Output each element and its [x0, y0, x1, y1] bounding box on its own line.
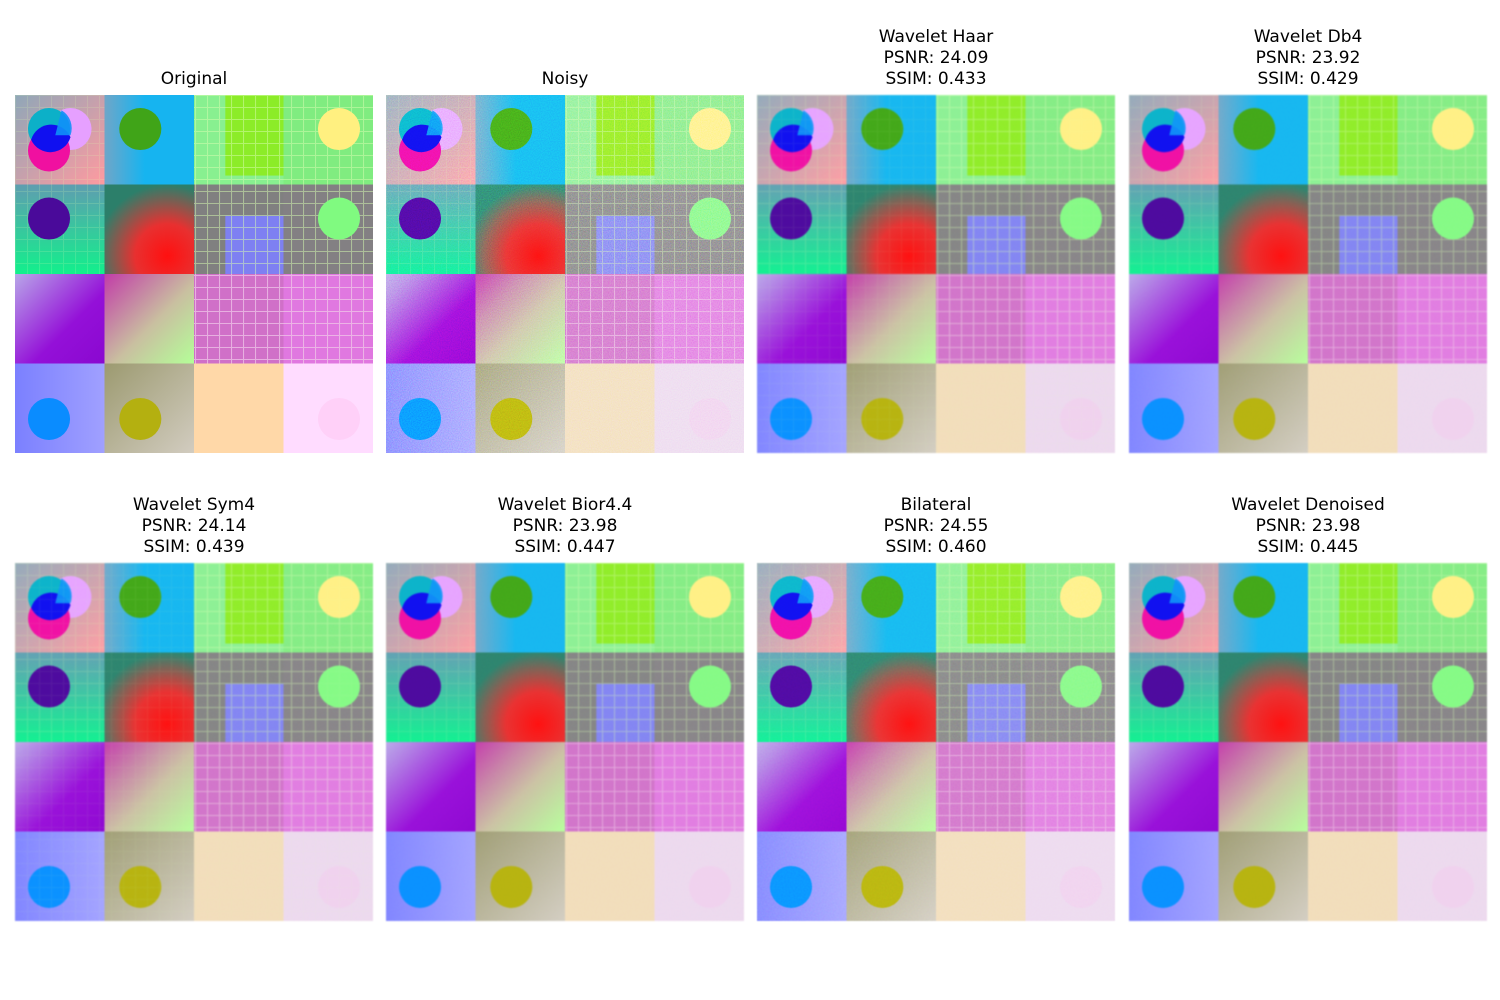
noise-layer: [1129, 95, 1487, 453]
synthetic-test-image: [386, 95, 744, 453]
panel-title-psnr: PSNR: 23.92: [1255, 48, 1361, 68]
circle-shapes: [27, 107, 361, 441]
synthetic-test-image: [1129, 563, 1487, 921]
panel-title-method: Noisy: [541, 69, 589, 89]
panel-title: Wavelet Denoised PSNR: 23.98 SSIM: 0.445: [1129, 495, 1487, 558]
panel-title-ssim: SSIM: 0.429: [1257, 69, 1359, 89]
panel-title: Bilateral PSNR: 24.55 SSIM: 0.460: [757, 495, 1115, 558]
panel-title-psnr: PSNR: 23.98: [512, 516, 618, 536]
circle-pale-pink: [317, 397, 361, 441]
panel-bilateral: Bilateral PSNR: 24.55 SSIM: 0.460: [757, 0, 1115, 1000]
noise-layer: [386, 95, 744, 453]
panel-title: Wavelet Haar PSNR: 24.09 SSIM: 0.433: [757, 27, 1115, 90]
synthetic-test-image: [757, 95, 1115, 453]
grid-overlay-mid-right: [194, 274, 373, 364]
panel-title-psnr: PSNR: 24.14: [141, 516, 247, 536]
circle-yellow: [317, 107, 361, 151]
noise-layer: [386, 563, 744, 921]
noise-layer: [1129, 563, 1487, 921]
panel-title: Wavelet Db4 PSNR: 23.92 SSIM: 0.429: [1129, 27, 1487, 90]
panel-image: [757, 563, 1115, 921]
panel-image: [1129, 95, 1487, 453]
synthetic-test-image: [1129, 95, 1487, 453]
panel-title-method: Wavelet Bior4.4: [497, 495, 633, 515]
tile-r2c0: [15, 274, 105, 364]
circle-green-olive: [119, 107, 162, 151]
panel-title-psnr: PSNR: 23.98: [1255, 516, 1361, 536]
panel-bior: Wavelet Bior4.4 PSNR: 23.98 SSIM: 0.447: [386, 0, 744, 1000]
block-artifact-layer: [15, 563, 373, 921]
circle-overlap-cyan: [55, 110, 72, 136]
panel-title: Wavelet Sym4 PSNR: 24.14 SSIM: 0.439: [15, 495, 373, 558]
panel-title-ssim: SSIM: 0.447: [514, 537, 616, 557]
synthetic-test-image: [15, 95, 373, 453]
panel-db4: Wavelet Db4 PSNR: 23.92 SSIM: 0.429: [1129, 0, 1487, 1000]
panel-title-ssim: SSIM: 0.460: [885, 537, 987, 557]
panel-image: [15, 563, 373, 921]
panel-image: [386, 563, 744, 921]
panel-title: Noisy: [386, 69, 744, 90]
panel-image: [386, 95, 744, 453]
circle-olive-yellow: [119, 397, 162, 441]
panel-title-ssim: SSIM: 0.445: [1257, 537, 1359, 557]
panel-title-method: Original: [160, 69, 228, 89]
tile-r1c1: [104, 184, 194, 274]
panel-denoised: Wavelet Denoised PSNR: 23.98 SSIM: 0.445: [1129, 0, 1487, 1000]
panel-title-psnr: PSNR: 24.09: [883, 48, 989, 68]
block-artifact-layer: [757, 95, 1115, 453]
panel-title: Wavelet Bior4.4 PSNR: 23.98 SSIM: 0.447: [386, 495, 744, 558]
panel-image: [1129, 563, 1487, 921]
panel-original: Original: [15, 0, 373, 1000]
panel-title-method: Wavelet Haar: [878, 27, 994, 47]
panel-title-method: Wavelet Sym4: [132, 495, 256, 515]
circle-azure: [27, 397, 71, 441]
panel-sym4: Wavelet Sym4 PSNR: 24.14 SSIM: 0.439: [15, 0, 373, 1000]
panel-title-method: Bilateral: [900, 495, 972, 515]
panel-title-psnr: PSNR: 24.55: [883, 516, 989, 536]
grid-overlays: [15, 95, 373, 364]
tile-r2c1: [104, 274, 194, 364]
panel-title-method: Wavelet Denoised: [1231, 495, 1385, 515]
tile-r3c2: [194, 363, 284, 453]
panel-image: [15, 95, 373, 453]
panel-image: [757, 95, 1115, 453]
circle-purple: [27, 197, 71, 240]
noise-layer: [757, 563, 1115, 921]
synthetic-test-image: [386, 563, 744, 921]
synthetic-test-image: [15, 563, 373, 921]
panel-title-method: Wavelet Db4: [1253, 27, 1363, 47]
panel-noisy: Noisy: [386, 0, 744, 1000]
panel-haar: Wavelet Haar PSNR: 24.09 SSIM: 0.433: [757, 0, 1115, 1000]
panel-title-ssim: SSIM: 0.439: [143, 537, 245, 557]
panel-title: Original: [15, 69, 373, 90]
panel-title-ssim: SSIM: 0.433: [885, 69, 987, 89]
circle-light-green: [317, 197, 361, 240]
synthetic-test-image: [757, 563, 1115, 921]
